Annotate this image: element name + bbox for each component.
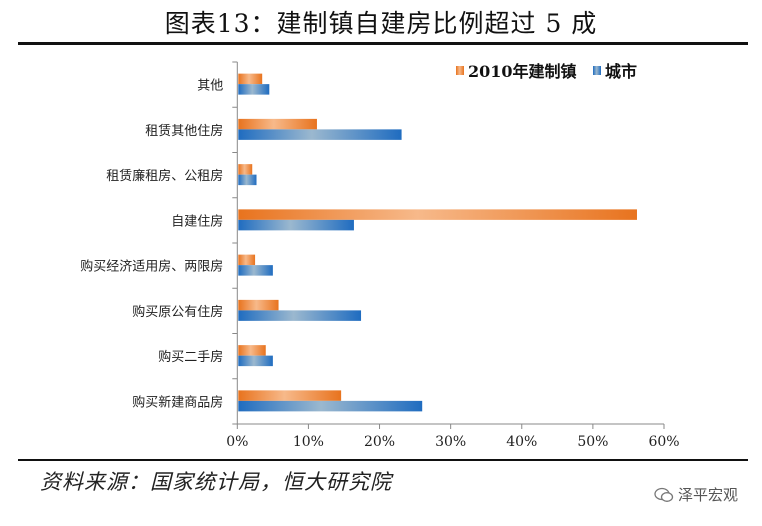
watermark-text: 泽平宏观	[677, 486, 738, 504]
legend-label: 城市	[605, 62, 637, 81]
x-tick-label: 20%	[364, 434, 395, 450]
bar-town	[238, 118, 317, 130]
source-note: 资料来源：国家统计局，恒大研究院	[40, 470, 392, 494]
x-tick-label: 30%	[435, 434, 466, 450]
bar-city	[238, 355, 273, 367]
category-label: 租赁廉租房、公租房	[106, 168, 223, 184]
category-label: 购买新建商品房	[132, 394, 223, 410]
bar-city	[238, 400, 423, 412]
x-tick-label: 10%	[293, 434, 324, 450]
bar-town	[238, 299, 279, 311]
category-label: 购买原公有住房	[132, 304, 223, 320]
category-label: 自建住房	[171, 213, 223, 229]
x-tick-label: 60%	[648, 434, 679, 450]
x-tick-label: 0%	[226, 434, 248, 450]
category-label: 购买二手房	[158, 349, 223, 365]
bar-city	[238, 310, 362, 321]
source-rule	[18, 459, 748, 461]
title-rule	[18, 42, 748, 45]
bar-city	[238, 219, 354, 231]
bar-town	[238, 390, 342, 401]
category-label: 租赁其他住房	[145, 123, 223, 139]
category-label: 购买经济适用房、两限房	[80, 259, 223, 275]
bar-city	[238, 84, 270, 95]
wechat-icon	[654, 487, 674, 502]
bar-chart: 0% 10% 20% 30% 40% 50% 60% 其他租赁其他住房租赁廉租房、公租房自建住…	[80, 61, 680, 450]
bar-city	[238, 129, 402, 140]
bar-town	[238, 209, 637, 220]
bar-city	[238, 174, 257, 186]
bar-city	[238, 265, 273, 276]
x-tick-label: 40%	[506, 434, 537, 450]
bar-town	[238, 345, 266, 356]
figure-title: 图表13：建制镇自建房比例超过 5 成	[164, 9, 598, 38]
bar-town	[238, 254, 256, 266]
category-label: 其他	[197, 79, 223, 94]
bar-town	[238, 73, 263, 85]
x-tick-label: 50%	[577, 434, 608, 450]
legend-label: 2010年建制镇	[468, 62, 577, 81]
legend-swatch	[456, 66, 464, 75]
watermark: 泽平宏观	[654, 484, 738, 505]
legend-swatch	[593, 66, 601, 75]
bar-town	[238, 164, 253, 175]
